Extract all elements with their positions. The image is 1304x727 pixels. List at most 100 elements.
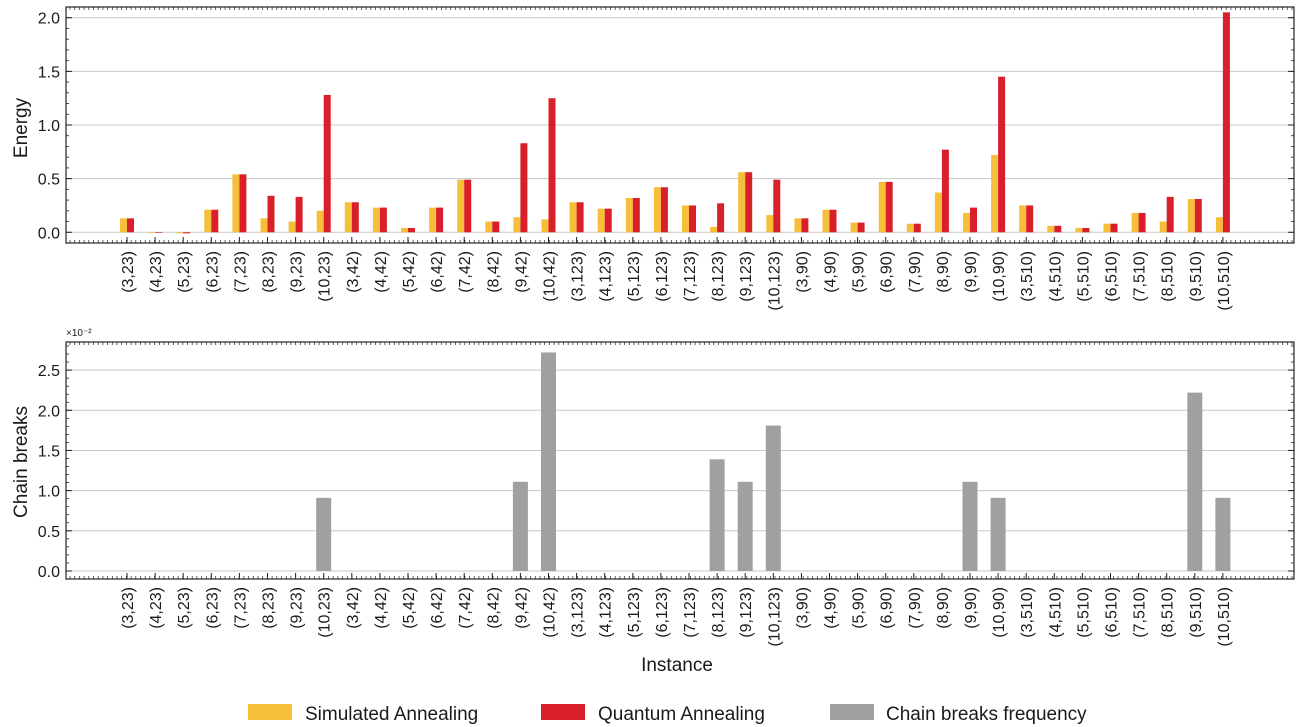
sa-bar-(3,90) <box>794 218 802 233</box>
chain-x-tick-label: (8,123) <box>710 587 727 638</box>
energy-x-tick-label: (8,42) <box>485 251 502 293</box>
sa-bar-(3,123) <box>569 202 577 233</box>
legend-label-chain-breaks-frequency: Chain breaks frequency <box>886 704 1087 725</box>
sa-bar-(6,123) <box>653 187 661 233</box>
chain-y-tick-label: 1.0 <box>38 484 60 501</box>
sa-bar-(10,90) <box>991 155 999 233</box>
chain-x-tick-label: (4,510) <box>1047 587 1064 638</box>
sa-bar-(3,42) <box>344 202 352 233</box>
sa-bar-(5,123) <box>625 197 633 233</box>
energy-x-tick-label: (9,510) <box>1188 251 1205 302</box>
sa-bar-(4,123) <box>597 208 605 233</box>
chain-x-tick-label: (10,23) <box>317 587 334 638</box>
sa-bar-(9,123) <box>738 172 746 233</box>
chain-x-tick-label: (3,510) <box>1019 587 1036 638</box>
sa-bar-(5,90) <box>850 222 858 233</box>
sa-bar-(6,42) <box>429 207 437 233</box>
chain-x-tick-label: (6,42) <box>429 587 446 629</box>
chain-x-tick-label: (9,42) <box>513 587 530 629</box>
chain-x-tick-label: (7,42) <box>457 587 474 629</box>
sa-bar-(8,23) <box>260 218 268 233</box>
sa-bar-(10,23) <box>316 210 324 233</box>
qa-bar-(7,90) <box>913 223 921 233</box>
chain-x-tick-label: (10,90) <box>991 587 1008 638</box>
chain-y-tick-label: 2.5 <box>38 363 60 380</box>
energy-x-tick-label: (4,42) <box>373 251 390 293</box>
qa-bar-(6,510) <box>1110 223 1118 233</box>
chain-x-tick-label: (6,90) <box>879 587 896 629</box>
sa-bar-(10,123) <box>766 215 774 233</box>
chain-x-tick-label: (6,23) <box>204 587 221 629</box>
chain-axes-frame <box>65 341 1295 580</box>
energy-x-tick-label: (10,123) <box>766 251 783 311</box>
chain-break-bar-(8,123) <box>709 459 725 571</box>
sa-bar-(4,510) <box>1047 225 1055 233</box>
chain-break-bar-(9,123) <box>737 481 753 571</box>
chain-x-tick-label: (7,123) <box>682 587 699 638</box>
qa-bar-(5,123) <box>632 197 640 233</box>
chain-x-tick-label: (8,42) <box>485 587 502 629</box>
energy-x-tick-label: (3,123) <box>570 251 587 302</box>
chain-break-bar-(10,510) <box>1215 497 1231 571</box>
energy-x-tick-label: (4,23) <box>148 251 165 293</box>
sa-bar-(10,42) <box>541 219 549 233</box>
qa-bar-(7,123) <box>689 205 696 233</box>
energy-x-tick-label: (7,510) <box>1132 251 1149 302</box>
sa-bar-(5,23) <box>176 232 184 234</box>
energy-x-tick-label: (6,23) <box>204 251 221 293</box>
qa-bar-(9,123) <box>745 172 753 233</box>
qa-bar-(8,90) <box>941 149 949 233</box>
chain-x-tick-label: (6,123) <box>654 587 671 638</box>
energy-y-tick-label: 1.5 <box>38 64 60 81</box>
sa-bar-(7,42) <box>457 179 465 233</box>
chain-break-bar-(10,42) <box>541 352 556 571</box>
qa-bar-(5,90) <box>857 222 865 233</box>
chain-x-tick-label: (5,90) <box>851 587 868 629</box>
qa-bar-(5,42) <box>408 227 415 233</box>
sa-bar-(6,90) <box>878 181 886 233</box>
chain-x-tick-label: (9,23) <box>289 587 306 629</box>
sa-bar-(7,510) <box>1131 212 1139 233</box>
energy-x-tick-label: (5,123) <box>626 251 643 302</box>
sa-bar-(7,23) <box>232 174 240 233</box>
qa-bar-(10,123) <box>773 179 781 233</box>
chain-x-tick-label: (5,23) <box>176 587 193 629</box>
chain-break-bar-(9,510) <box>1187 392 1203 571</box>
qa-bar-(4,123) <box>604 208 612 233</box>
energy-x-tick-label: (8,123) <box>710 251 727 302</box>
energy-x-tick-label: (8,23) <box>261 251 278 293</box>
sa-bar-(3,510) <box>1019 205 1027 233</box>
energy-x-tick-label: (10,23) <box>317 251 334 302</box>
chain-y-tick-label: 0.5 <box>38 524 60 541</box>
chain-x-tick-label: (5,123) <box>626 587 643 638</box>
chain-breaks-multiplier-label: ×10⁻² <box>66 328 92 339</box>
energy-x-tick-label: (5,23) <box>176 251 193 293</box>
chain-y-tick-label: 2.0 <box>38 403 60 420</box>
energy-y-axis-label: Energy <box>11 97 32 158</box>
sa-bar-(6,23) <box>204 209 212 233</box>
qa-bar-(7,510) <box>1138 212 1146 233</box>
energy-y-tick-label: 2.0 <box>38 11 60 28</box>
qa-bar-(8,23) <box>267 195 275 233</box>
sa-bar-(4,42) <box>372 207 380 233</box>
qa-bar-(9,510) <box>1194 199 1202 233</box>
sa-bar-(3,23) <box>120 218 127 233</box>
chain-x-tick-label: (5,510) <box>1075 587 1092 638</box>
energy-x-tick-label: (7,123) <box>682 251 699 302</box>
chain-x-tick-label: (9,90) <box>963 587 980 629</box>
sa-bar-(9,90) <box>963 212 970 233</box>
chain-breaks-panel: 0.0 0.5 1.0 1.5 2.0 2.5 (3,23) (4,23) (5,23) (6,2… <box>38 341 1295 647</box>
energy-x-tick-label: (4,510) <box>1047 251 1064 302</box>
energy-x-tick-label: (8,510) <box>1160 251 1177 302</box>
energy-x-tick-label: (3,90) <box>794 251 811 293</box>
chain-x-tick-label: (7,23) <box>232 587 249 629</box>
sa-bar-(4,90) <box>822 209 830 233</box>
qa-bar-(3,510) <box>1026 205 1034 233</box>
chain-breaks-y-axis-label: Chain breaks <box>11 406 32 518</box>
energy-x-tick-label: (10,510) <box>1216 251 1233 311</box>
legend-swatch-quantum-annealing <box>541 704 585 720</box>
energy-x-tick-label: (6,42) <box>429 251 446 293</box>
sa-bar-(7,123) <box>682 205 689 233</box>
sa-bar-(9,23) <box>288 221 296 233</box>
chain-x-tick-label: (3,90) <box>794 587 811 629</box>
